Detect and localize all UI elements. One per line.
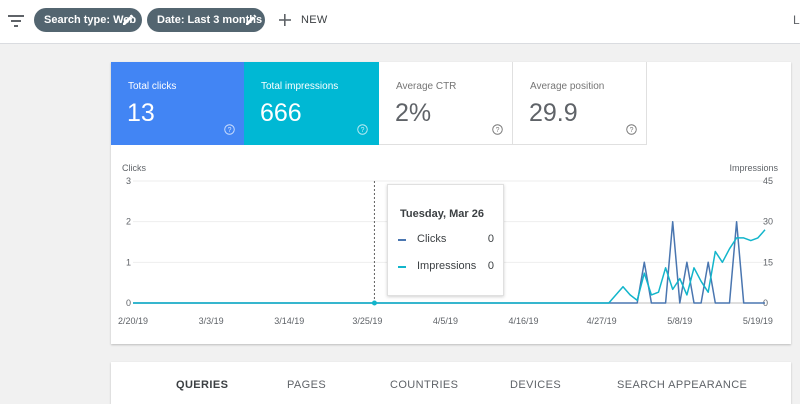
filter-icon[interactable] xyxy=(7,12,25,30)
metric-total-clicks[interactable]: Total clicks 13 ? xyxy=(111,62,244,145)
report-tabs: QUERIES PAGES COUNTRIES DEVICES SEARCH A… xyxy=(111,362,791,404)
chart-tooltip: Tuesday, Mar 26 Clicks 0 Impressions 0 xyxy=(387,184,504,296)
x-tick-label: 4/27/19 xyxy=(587,316,617,326)
tooltip-series-value: 0 xyxy=(487,233,494,245)
impressions-legend-swatch xyxy=(398,266,406,268)
y-right-tick-label: 30 xyxy=(763,217,773,227)
new-filter-button[interactable]: NEW xyxy=(278,10,328,30)
x-tick-label: 3/3/19 xyxy=(199,316,224,326)
cut-off-header-text: L xyxy=(793,13,800,27)
metric-value: 13 xyxy=(127,99,155,127)
metric-average-ctr[interactable]: Average CTR 2% ? xyxy=(379,62,513,145)
metric-label: Total impressions xyxy=(261,81,339,92)
x-tick-label: 4/16/19 xyxy=(509,316,539,326)
svg-text:?: ? xyxy=(228,127,232,134)
y-left-tick-label: 3 xyxy=(126,176,131,186)
search-type-filter-chip[interactable]: Search type: Web xyxy=(34,8,142,32)
date-range-filter-label: Date: Last 3 months xyxy=(157,14,263,26)
series-impressions-line xyxy=(133,229,766,304)
help-icon[interactable]: ? xyxy=(357,124,368,135)
tooltip-row-clicks: Clicks 0 xyxy=(398,233,494,247)
x-tick-label: 4/5/19 xyxy=(433,316,458,326)
metric-total-impressions[interactable]: Total impressions 666 ? xyxy=(244,62,379,145)
metric-value: 2% xyxy=(395,99,432,127)
y-left-tick-label: 0 xyxy=(126,298,131,308)
clicks-legend-swatch xyxy=(398,239,406,241)
hover-point xyxy=(371,300,377,306)
help-icon[interactable]: ? xyxy=(492,124,503,135)
y-left-tick-label: 2 xyxy=(126,217,131,227)
svg-text:?: ? xyxy=(630,127,634,134)
y-right-tick-label: 45 xyxy=(763,176,773,186)
tab-queries[interactable]: QUERIES xyxy=(176,379,229,391)
left-axis-title: Clicks xyxy=(122,163,146,173)
tab-search-appearance[interactable]: SEARCH APPEARANCE xyxy=(617,379,748,391)
metric-label: Total clicks xyxy=(128,81,177,92)
edit-pencil-icon[interactable] xyxy=(245,14,257,26)
search-type-filter-label: Search type: Web xyxy=(44,14,137,26)
y-left-tick-label: 1 xyxy=(126,257,131,267)
tooltip-series-name: Clicks xyxy=(417,233,447,245)
metric-average-position[interactable]: Average position 29.9 ? xyxy=(513,62,647,145)
metric-value: 666 xyxy=(260,99,302,127)
new-filter-label: NEW xyxy=(301,14,328,26)
x-tick-label: 2/20/19 xyxy=(118,316,148,326)
x-tick-label: 3/25/19 xyxy=(352,316,382,326)
x-tick-label: 3/14/19 xyxy=(274,316,304,326)
tab-countries[interactable]: COUNTRIES xyxy=(390,379,459,391)
metric-label: Average position xyxy=(530,81,605,92)
help-icon[interactable]: ? xyxy=(626,124,637,135)
tab-devices[interactable]: DEVICES xyxy=(510,379,562,391)
svg-text:?: ? xyxy=(361,127,365,134)
x-tick-label: 5/8/19 xyxy=(667,316,692,326)
plus-icon xyxy=(279,14,291,26)
edit-pencil-icon[interactable] xyxy=(122,14,134,26)
tooltip-date: Tuesday, Mar 26 xyxy=(400,208,484,220)
y-right-tick-label: 15 xyxy=(763,257,773,267)
date-range-filter-chip[interactable]: Date: Last 3 months xyxy=(147,8,265,32)
metric-label: Average CTR xyxy=(396,81,457,92)
performance-card: Total clicks 13 ? Total impressions 666 … xyxy=(111,62,791,344)
metric-value: 29.9 xyxy=(529,99,578,127)
y-right-tick-label: 0 xyxy=(763,298,768,308)
tooltip-series-value: 0 xyxy=(487,260,494,272)
top-filter-bar: Search type: Web Date: Last 3 months NEW… xyxy=(0,0,800,44)
right-axis-title: Impressions xyxy=(729,163,778,173)
tooltip-row-impressions: Impressions 0 xyxy=(398,260,494,274)
tooltip-series-name: Impressions xyxy=(417,260,477,272)
tab-pages[interactable]: PAGES xyxy=(287,379,327,391)
help-icon[interactable]: ? xyxy=(224,124,235,135)
x-tick-label: 5/19/19 xyxy=(743,316,773,326)
svg-text:?: ? xyxy=(496,127,500,134)
